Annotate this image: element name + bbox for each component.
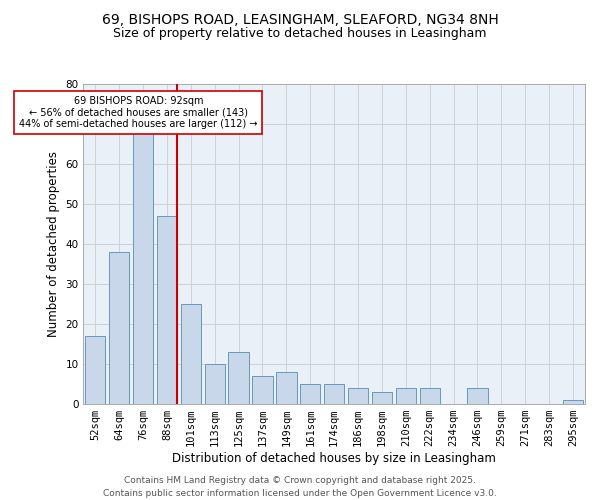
Bar [253, 376, 272, 404]
Bar [85, 336, 106, 404]
Text: Contains HM Land Registry data © Crown copyright and database right 2025.
Contai: Contains HM Land Registry data © Crown c… [103, 476, 497, 498]
X-axis label: Distribution of detached houses by size in Leasingham: Distribution of detached houses by size … [172, 452, 496, 465]
Text: 69 BISHOPS ROAD: 92sqm
← 56% of detached houses are smaller (143)
44% of semi-de: 69 BISHOPS ROAD: 92sqm ← 56% of detached… [19, 96, 257, 129]
Bar [157, 216, 177, 404]
Bar [467, 388, 488, 404]
Bar [133, 132, 153, 404]
Bar [109, 252, 130, 404]
Text: 69, BISHOPS ROAD, LEASINGHAM, SLEAFORD, NG34 8NH: 69, BISHOPS ROAD, LEASINGHAM, SLEAFORD, … [101, 12, 499, 26]
Bar [348, 388, 368, 404]
Bar [372, 392, 392, 404]
Bar [563, 400, 583, 404]
Bar [229, 352, 249, 404]
Bar [205, 364, 225, 404]
Bar [324, 384, 344, 404]
Bar [276, 372, 296, 404]
Bar [395, 388, 416, 404]
Bar [419, 388, 440, 404]
Text: Size of property relative to detached houses in Leasingham: Size of property relative to detached ho… [113, 28, 487, 40]
Y-axis label: Number of detached properties: Number of detached properties [47, 151, 60, 337]
Bar [300, 384, 320, 404]
Bar [181, 304, 201, 404]
